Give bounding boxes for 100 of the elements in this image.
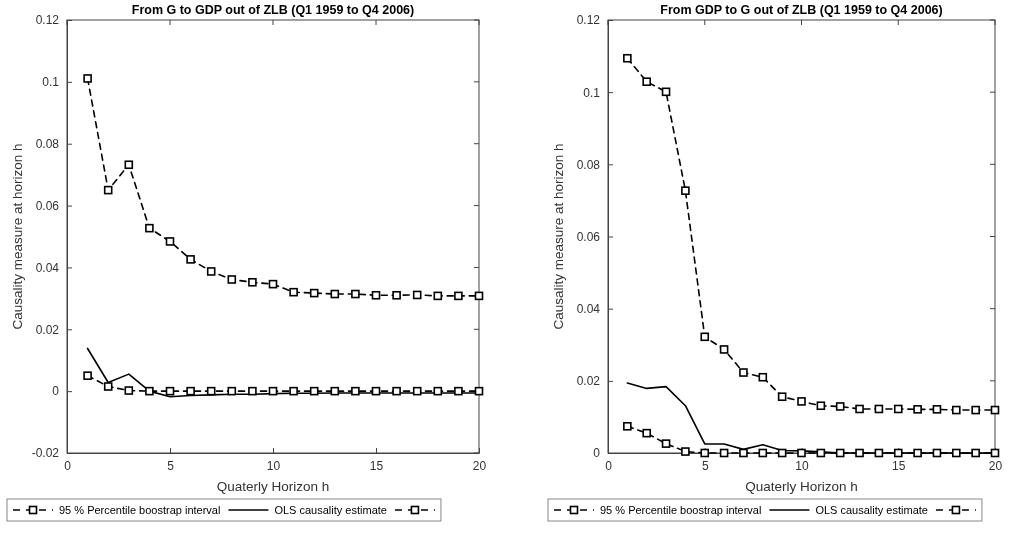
point <box>719 448 729 458</box>
legend-label: OLS causality estimate <box>815 504 928 516</box>
point <box>661 439 671 448</box>
x-axis-title: Quaterly Horizon h <box>216 479 330 494</box>
point <box>103 185 113 195</box>
point <box>758 372 768 382</box>
point <box>990 448 1000 458</box>
point <box>661 87 671 97</box>
point <box>392 386 401 396</box>
point <box>165 386 175 396</box>
point <box>893 448 903 458</box>
y-tick-label: 0.1 <box>42 75 60 90</box>
x-axis-title: Quaterly Horizon h <box>745 479 858 494</box>
point <box>739 448 748 458</box>
point <box>392 290 401 300</box>
point <box>719 345 729 354</box>
point <box>758 448 768 458</box>
y-tick-label: 0.02 <box>576 374 601 389</box>
point <box>971 405 980 415</box>
y-tick-label: 0.02 <box>35 322 60 337</box>
point <box>932 405 942 414</box>
x-tick-label: 0 <box>605 458 613 473</box>
point <box>971 448 980 458</box>
point <box>83 371 92 380</box>
x-tick-label: 10 <box>266 458 281 473</box>
point <box>816 448 826 458</box>
point <box>700 332 710 342</box>
legend-label: 95 % Percentile boostrap interval <box>600 504 762 516</box>
point <box>990 405 1000 415</box>
point <box>227 275 237 284</box>
point <box>412 386 422 396</box>
y-tick-label: 0.08 <box>35 137 60 152</box>
point <box>124 386 134 395</box>
chart-title: From GDP to G out of ZLB (Q1 1959 to Q4 2006) <box>660 3 943 17</box>
y-tick-label: 0.08 <box>576 157 601 172</box>
point <box>642 77 651 86</box>
point <box>268 386 278 396</box>
x-tick-label: 0 <box>64 458 72 473</box>
y-tick-label: 0.1 <box>583 85 601 100</box>
point <box>371 290 381 300</box>
point <box>309 386 319 396</box>
y-tick-label: 0.12 <box>35 13 60 28</box>
x-tick-label: 20 <box>988 458 1003 473</box>
point <box>835 448 845 458</box>
point <box>412 290 422 300</box>
point <box>874 448 884 458</box>
point <box>124 160 134 170</box>
point <box>835 402 845 411</box>
point <box>777 392 787 402</box>
point <box>165 237 175 246</box>
point <box>642 428 651 438</box>
point <box>952 405 961 415</box>
point <box>309 288 319 298</box>
point <box>474 291 484 301</box>
point <box>351 386 360 396</box>
point <box>893 404 903 414</box>
point <box>83 74 92 83</box>
point <box>913 405 922 414</box>
point <box>186 255 195 264</box>
point <box>330 386 340 396</box>
point <box>454 386 463 396</box>
point <box>433 291 443 301</box>
point <box>816 401 826 411</box>
point <box>186 386 195 396</box>
y-tick-label: 0.04 <box>35 260 60 275</box>
y-tick-label: 0.12 <box>576 13 601 28</box>
point <box>145 223 154 233</box>
y-tick-label: 0 <box>593 446 601 461</box>
y-axis-title: Causality measure at horizon h <box>10 143 25 330</box>
point <box>681 447 690 456</box>
point <box>874 404 884 414</box>
y-tick-label: 0.06 <box>576 229 601 244</box>
x-tick-label: 10 <box>795 458 809 473</box>
point <box>932 448 942 458</box>
point <box>248 386 257 396</box>
point <box>103 382 113 391</box>
x-tick-label: 15 <box>369 458 384 473</box>
point <box>952 448 961 458</box>
point <box>351 289 360 299</box>
point <box>454 291 463 301</box>
point <box>913 448 922 458</box>
point <box>289 287 298 297</box>
x-tick-label: 15 <box>892 458 906 473</box>
point <box>474 386 484 396</box>
point <box>248 277 257 287</box>
point <box>206 386 216 396</box>
point <box>330 289 340 299</box>
point <box>371 386 381 396</box>
legend-label: OLS causality estimate <box>274 504 387 516</box>
point <box>855 448 864 458</box>
y-axis-title: Causality measure at horizon h <box>551 143 566 330</box>
point <box>797 397 806 406</box>
y-tick-label: -0.02 <box>31 446 60 461</box>
x-tick-label: 20 <box>472 458 487 473</box>
x-tick-label: 5 <box>167 458 175 473</box>
point <box>623 422 632 431</box>
point <box>289 386 298 396</box>
point <box>623 53 632 63</box>
legend-label: 95 % Percentile boostrap interval <box>59 504 221 516</box>
point <box>855 404 864 414</box>
